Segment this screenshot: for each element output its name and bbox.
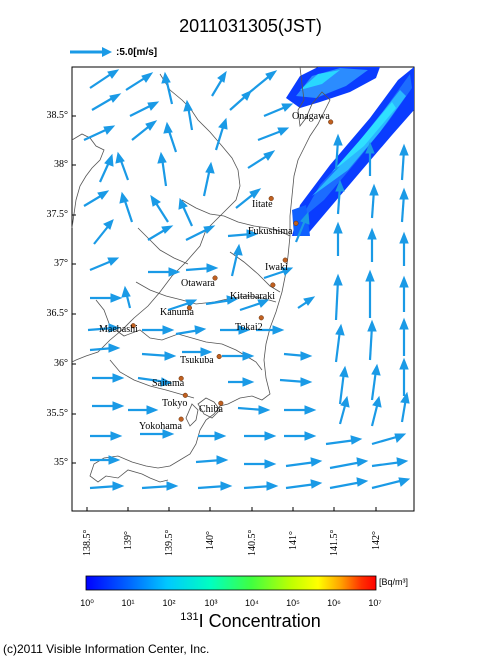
colorbar-tick: 10⁴	[245, 598, 259, 608]
scale-arrow-label: :5.0[m/s]	[116, 47, 158, 58]
colorbar-tick: 10⁰	[80, 598, 94, 608]
city-label-iwaki: Iwaki	[265, 262, 288, 273]
lat-label: 35.5°	[46, 408, 69, 419]
wind-vector-field	[83, 69, 411, 491]
colorbar-tick: 10⁶	[327, 598, 341, 608]
lon-label: 141.5°	[329, 529, 340, 557]
colorbar-title: 131I Concentration	[0, 611, 501, 632]
lat-label: 37°	[54, 258, 68, 269]
city-marker	[186, 305, 192, 311]
city-marker	[178, 375, 184, 381]
city-marker	[270, 282, 276, 288]
city-label-kitaibaraki: Kitaibaraki	[230, 291, 275, 302]
city-marker	[258, 315, 264, 321]
city-label-saitama: Saitama	[152, 378, 185, 389]
city-label-tokyo: Tokyo	[162, 398, 188, 409]
city-marker	[218, 400, 224, 406]
lon-label: 140.5°	[247, 529, 258, 557]
colorbar-unit: [Bq/m³]	[379, 577, 409, 587]
chart-title: 2011031305(JST)	[179, 16, 322, 36]
copyright: (c)2011 Visible Information Center, Inc.	[3, 642, 210, 656]
colorbar	[85, 575, 377, 591]
city-label-otawara: Otawara	[181, 278, 215, 289]
coastline	[71, 66, 331, 483]
colorbar-gradient	[85, 575, 377, 591]
scale-arrow-icon	[70, 47, 112, 57]
city-label-onagawa: Onagawa	[292, 111, 330, 122]
colorbar-tick: 10⁵	[286, 598, 300, 608]
isotope-mass-number: 131	[180, 611, 199, 623]
lon-label: 142°	[371, 531, 382, 550]
lon-label: 138.5°	[82, 529, 93, 557]
lat-label: 35°	[54, 457, 68, 468]
city-label-tsukuba: Tsukuba	[180, 355, 214, 366]
city-label-kanuma: Kanuma	[160, 307, 194, 318]
lon-label: 139.5°	[164, 529, 175, 557]
lon-label: 139°	[123, 531, 134, 550]
lon-label: 141°	[288, 531, 299, 550]
city-marker	[268, 195, 274, 202]
lat-label: 38.5°	[46, 110, 69, 121]
city-label-fukushima: Fukushima	[248, 226, 293, 237]
lat-label: 36°	[54, 358, 68, 369]
city-marker	[130, 323, 136, 329]
city-marker	[182, 392, 188, 398]
lat-label: 36.5°	[46, 308, 69, 319]
lat-label: 38°	[54, 159, 68, 170]
city-markers	[130, 119, 334, 422]
colorbar-tick: 10¹	[121, 598, 135, 608]
axis-ticks	[72, 115, 377, 511]
city-label-maebashi: Maebashi	[99, 324, 138, 335]
city-label-chiba: Chiba	[199, 404, 223, 415]
city-marker	[216, 353, 222, 360]
city-marker	[293, 220, 299, 226]
city-marker	[178, 416, 184, 422]
lon-label: 140°	[205, 531, 216, 550]
colorbar-tick: 10⁷	[368, 598, 382, 608]
city-marker	[328, 119, 334, 125]
city-marker	[212, 275, 218, 281]
city-marker	[282, 257, 288, 263]
city-label-tokai2: Tokai2	[235, 322, 263, 333]
colorbar-tick: 10³	[204, 598, 218, 608]
colorbar-title-text: I Concentration	[198, 611, 321, 631]
lat-label: 37.5°	[46, 209, 69, 220]
city-label-iitate: Iitate	[252, 199, 273, 210]
colorbar-tick: 10²	[162, 598, 176, 608]
city-label-yokohama: Yokohama	[139, 421, 182, 432]
